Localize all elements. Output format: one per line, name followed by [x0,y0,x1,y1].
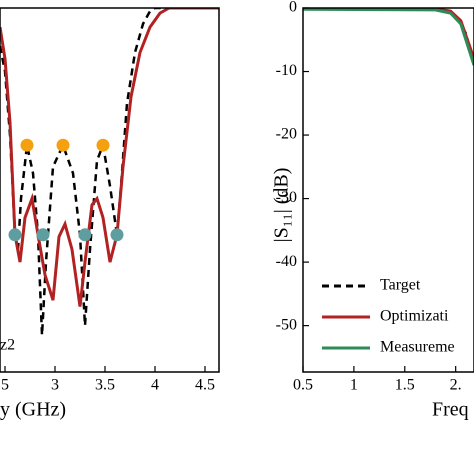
plot-area [0,8,219,336]
x-tick-label: 3.5 [95,377,115,394]
x-tick-label: 1.5 [395,377,415,394]
y-tick-label: -40 [276,253,297,270]
series-line [303,8,474,66]
marker [96,138,110,152]
frame [302,7,474,373]
x-tick-label: 5 [1,377,9,394]
marker [20,138,34,152]
y-axis-label: |S₁₁| (dB) [271,168,293,243]
annotation: z2 [0,337,15,354]
y-tick-label: -10 [276,62,297,79]
x-tick-label: 0.5 [293,377,313,394]
marker [78,228,92,242]
legend-label: Optimizati [380,308,449,325]
legend-label: Measureme [380,339,455,356]
x-axis-label: y (GHz) [0,399,66,421]
series-line [0,8,219,336]
x-tick-label: 4.5 [195,377,215,394]
x-tick-label: 4 [151,377,159,394]
legend-label: Target [380,277,421,294]
x-axis-label: Freq [432,399,469,421]
frame [0,7,220,373]
y-tick-label: -30 [276,189,297,206]
marker [56,138,70,152]
marker [8,228,22,242]
marker [110,228,124,242]
x-tick-label: 1 [350,377,358,394]
marker [36,228,50,242]
y-tick-label: -50 [276,316,297,333]
y-tick-label: -20 [276,126,297,143]
y-tick-label: 0 [289,0,297,16]
series-line [0,8,219,307]
x-tick-label: 3 [51,377,59,394]
x-tick-label: 2. [450,377,462,394]
